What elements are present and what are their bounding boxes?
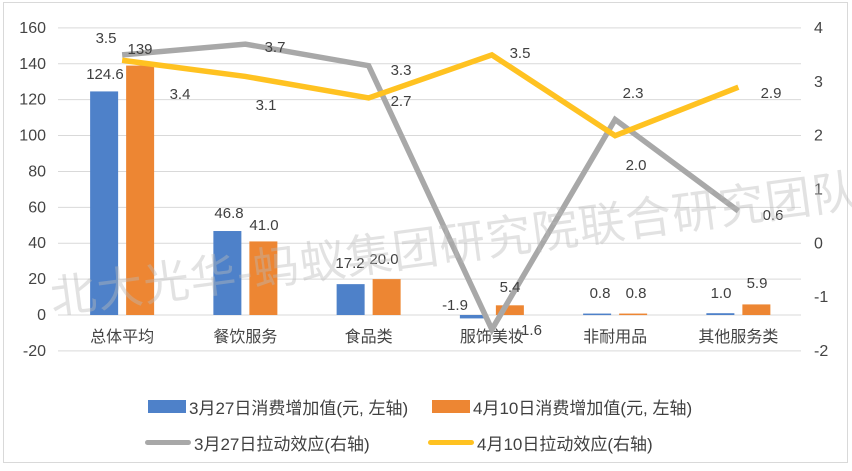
bar-apr10 xyxy=(249,241,278,315)
x-axis-category-label: 食品类 xyxy=(345,328,393,346)
x-axis-category-label: 非耐用品 xyxy=(583,328,647,346)
x-axis-category-label: 总体平均 xyxy=(90,328,154,346)
y-axis-right-tick: -1 xyxy=(814,289,828,306)
legend-item-bar-mar27: 3月27日消费增加值(元, 左轴) xyxy=(148,394,408,419)
data-label: 20.0 xyxy=(369,251,398,268)
bar-mar27 xyxy=(90,91,119,316)
bar-apr10 xyxy=(619,313,648,316)
y-axis-left-tick: 20 xyxy=(28,271,46,288)
legend-swatch-blue-bar xyxy=(148,400,186,413)
y-axis-left-tick: -20 xyxy=(23,343,46,360)
legend-item-line-mar27: 3月27日拉动效应(右轴) xyxy=(145,430,370,455)
bar-apr10 xyxy=(495,305,524,315)
legend-swatch-yellow-line xyxy=(428,440,474,445)
data-label: 41.0 xyxy=(249,217,278,234)
bar-mar27 xyxy=(336,284,365,315)
data-label: 17.2 xyxy=(335,255,364,272)
data-label: 3.1 xyxy=(256,97,277,114)
data-label: 2.9 xyxy=(761,85,782,102)
line-apr10 xyxy=(121,51,740,139)
y-axis-left-tick: 40 xyxy=(28,235,46,252)
bar-apr10 xyxy=(372,279,401,315)
legend-swatch-orange-bar xyxy=(432,400,470,413)
y-axis-left-tick: 140 xyxy=(19,56,46,73)
data-label: 2.7 xyxy=(391,93,412,110)
data-label: 139 xyxy=(127,41,152,58)
x-axis-category-label: 服饰美妆 xyxy=(460,328,524,346)
data-label: 5.4 xyxy=(500,279,521,296)
legend-item-line-apr10: 4月10日拉动效应(右轴) xyxy=(428,430,653,455)
bar-mar27 xyxy=(583,313,612,316)
y-axis-left-tick: 100 xyxy=(19,128,46,145)
legend-swatch-gray-line xyxy=(145,440,191,445)
y-axis-left-tick: 60 xyxy=(28,199,46,216)
legend-item-bar-apr10: 4月10日消费增加值(元, 左轴) xyxy=(432,394,692,419)
x-axis-category-label: 餐饮服务 xyxy=(213,328,277,346)
data-label: 0.8 xyxy=(590,285,611,302)
data-label: -1.9 xyxy=(442,297,468,314)
data-label: 3.5 xyxy=(96,30,117,47)
legend-label-bar-apr10: 4月10日消费增加值(元, 左轴) xyxy=(473,399,693,418)
y-axis-right-tick: -2 xyxy=(814,343,828,360)
data-label: 3.3 xyxy=(391,62,412,79)
y-axis-right-tick: 0 xyxy=(814,235,823,252)
y-axis-right-tick: 3 xyxy=(814,74,823,91)
bar-apr10 xyxy=(126,65,155,315)
y-axis-left-tick: 80 xyxy=(28,163,46,180)
y-axis-right-tick: 1 xyxy=(814,181,823,198)
data-label: 1.0 xyxy=(711,285,732,302)
legend-label-line-apr10: 4月10日拉动效应(右轴) xyxy=(477,435,653,454)
bar-mar27 xyxy=(213,231,242,315)
data-label: 3.4 xyxy=(170,86,191,103)
bar-mar27 xyxy=(459,315,488,319)
bar-mar27 xyxy=(706,313,735,315)
line-mar27 xyxy=(121,41,741,336)
x-axis-category-label: 其他服务类 xyxy=(698,328,778,346)
y-axis-left-tick: 160 xyxy=(19,20,46,37)
y-axis-left-tick: 120 xyxy=(19,92,46,109)
y-axis-right-tick: 4 xyxy=(814,20,823,37)
data-label: 46.8 xyxy=(214,205,243,222)
data-label: 2.0 xyxy=(626,157,647,174)
data-label: 0.8 xyxy=(626,285,647,302)
data-label: 0.6 xyxy=(763,207,784,224)
data-label: 3.5 xyxy=(510,45,531,62)
data-label: 5.9 xyxy=(747,275,768,292)
data-label: 2.3 xyxy=(623,85,644,102)
bar-apr10 xyxy=(742,304,771,315)
data-label: 3.7 xyxy=(265,39,286,56)
data-label: -1.6 xyxy=(516,322,542,339)
legend-label-bar-mar27: 3月27日消费增加值(元, 左轴) xyxy=(189,399,409,418)
y-axis-left-tick: 0 xyxy=(37,307,46,324)
legend-label-line-mar27: 3月27日拉动效应(右轴) xyxy=(194,435,370,454)
data-label: 124.6 xyxy=(86,66,124,83)
y-axis-right-tick: 2 xyxy=(814,128,823,145)
